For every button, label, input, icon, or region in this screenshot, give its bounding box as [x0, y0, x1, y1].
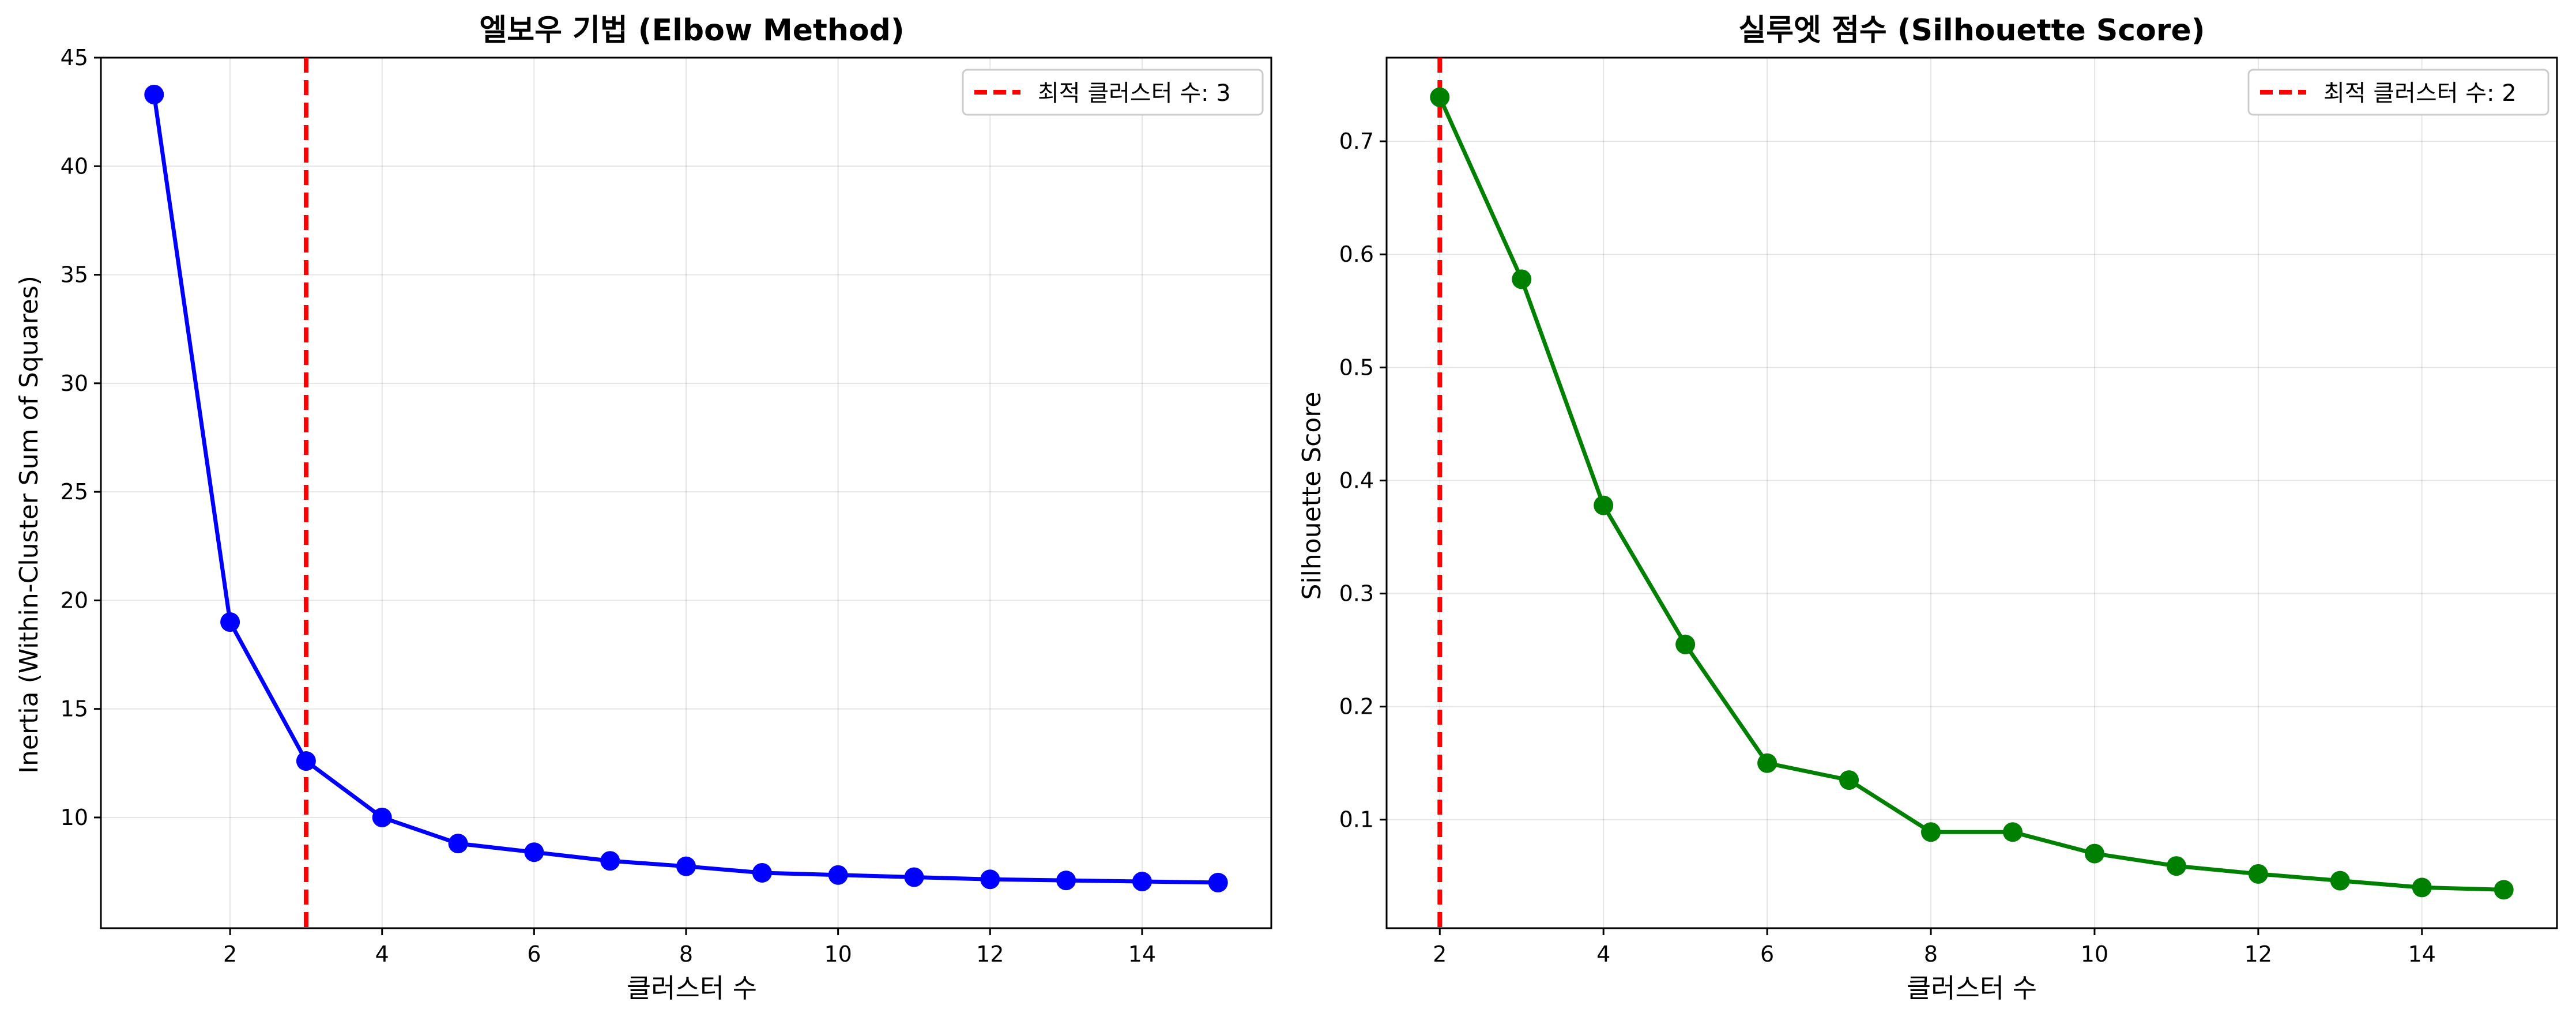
- silhouette-y-tick-label: 0.2: [1339, 694, 1374, 719]
- silhouette-data-point: [1757, 753, 1777, 773]
- elbow-y-tick-label: 45: [61, 45, 88, 70]
- silhouette-x-tick-label: 10: [2081, 941, 2108, 967]
- silhouette-data-point: [2494, 880, 2514, 900]
- silhouette-data-point: [1675, 634, 1696, 654]
- elbow-data-point: [448, 834, 468, 854]
- silhouette-y-tick-label: 0.4: [1339, 468, 1374, 493]
- elbow-y-tick-label: 25: [61, 479, 88, 504]
- silhouette-legend-label: 최적 클러스터 수: 2: [2323, 80, 2517, 107]
- elbow-chart-title: 엘보우 기법 (Elbow Method): [479, 13, 904, 48]
- silhouette-series-line: [1438, 96, 2504, 892]
- elbow-y-tick-label: 35: [61, 262, 88, 288]
- silhouette-y-tick-label: 0.6: [1339, 242, 1374, 267]
- silhouette-x-axis-label: 클러스터 수: [1907, 973, 2037, 1004]
- silhouette-chart: 실루엣 점수 (Silhouette Score) 클러스터 수 Silhoue…: [1297, 13, 2558, 1004]
- silhouette-y-tick-label: 0.7: [1339, 129, 1374, 154]
- silhouette-x-tick-label: 4: [1596, 941, 1610, 967]
- elbow-x-tick-label: 12: [976, 941, 1004, 967]
- elbow-legend: 최적 클러스터 수: 3: [962, 69, 1264, 116]
- silhouette-data-point: [2002, 822, 2023, 842]
- elbow-data-point: [1132, 872, 1152, 892]
- silhouette-x-tick-label: 14: [2408, 941, 2436, 967]
- silhouette-y-tick-label: 0.1: [1339, 807, 1374, 832]
- elbow-x-tick-label: 14: [1128, 941, 1156, 967]
- silhouette-legend: 최적 클러스터 수: 2: [2247, 69, 2549, 116]
- silhouette-legend-box: [2247, 69, 2549, 116]
- elbow-legend-box: [962, 69, 1264, 116]
- silhouette-data-point: [2084, 843, 2104, 864]
- silhouette-data-point: [2248, 864, 2268, 884]
- silhouette-data-point: [2330, 871, 2350, 891]
- elbow-data-point: [904, 867, 924, 887]
- elbow-x-tick-label: 8: [679, 941, 693, 967]
- elbow-x-tick-label: 6: [527, 941, 541, 967]
- elbow-data-point: [980, 869, 1000, 890]
- elbow-plot-area: 2 4 6 8 10 12 14 10 15 20 25 30 35 40 45: [61, 45, 1272, 967]
- elbow-y-axis-label: Inertia (Within-Cluster Sum of Squares): [14, 276, 44, 774]
- silhouette-x-tick-label: 12: [2244, 941, 2272, 967]
- elbow-x-tick-label: 2: [223, 941, 237, 967]
- elbow-data-point: [296, 751, 316, 771]
- elbow-x-axis-label: 클러스터 수: [627, 973, 757, 1004]
- silhouette-x-tick-label: 2: [1433, 941, 1447, 967]
- silhouette-x-tick-label: 6: [1760, 941, 1774, 967]
- silhouette-data-point: [1512, 269, 1532, 289]
- elbow-y-tick-label: 40: [61, 153, 88, 179]
- elbow-data-point: [220, 612, 240, 632]
- elbow-data-point: [828, 865, 848, 885]
- elbow-y-tick-label: 20: [61, 587, 88, 613]
- silhouette-data-point: [1594, 495, 1614, 515]
- elbow-y-tick-label: 10: [61, 805, 88, 830]
- elbow-y-tick-label: 15: [61, 696, 88, 722]
- silhouette-chart-title: 실루엣 점수 (Silhouette Score): [1738, 13, 2205, 48]
- elbow-data-point: [1056, 871, 1076, 891]
- silhouette-y-axis-label: Silhouette Score: [1297, 392, 1327, 600]
- elbow-data-point: [676, 856, 696, 876]
- silhouette-y-tick-label: 0.5: [1339, 355, 1374, 380]
- elbow-legend-label: 최적 클러스터 수: 3: [1038, 80, 1231, 107]
- elbow-data-point: [1208, 872, 1228, 892]
- elbow-data-point: [600, 851, 620, 871]
- elbow-data-point: [752, 862, 772, 883]
- elbow-data-point: [372, 807, 392, 827]
- elbow-y-tick-label: 30: [61, 371, 88, 396]
- silhouette-data-point: [1839, 770, 1859, 790]
- elbow-x-tick-label: 4: [375, 941, 389, 967]
- silhouette-data-point: [1430, 87, 1450, 107]
- silhouette-plot-area: 2 4 6 8 10 12 14 0.1 0.2 0.3 0.4 0.5 0.6 0.7: [1339, 56, 2558, 967]
- silhouette-data-point: [1921, 822, 1941, 842]
- silhouette-y-tick-label: 0.3: [1339, 581, 1374, 606]
- silhouette-axes-frame: [1385, 56, 2558, 929]
- silhouette-x-tick-label: 8: [1924, 941, 1938, 967]
- silhouette-data-point: [2412, 877, 2432, 898]
- elbow-chart: 엘보우 기법 (Elbow Method) 클러스터 수 Inertia (Wi…: [14, 13, 1272, 1004]
- silhouette-data-point: [2166, 856, 2186, 876]
- elbow-x-tick-label: 10: [824, 941, 852, 967]
- elbow-data-point: [524, 842, 544, 862]
- elbow-data-point: [144, 85, 164, 105]
